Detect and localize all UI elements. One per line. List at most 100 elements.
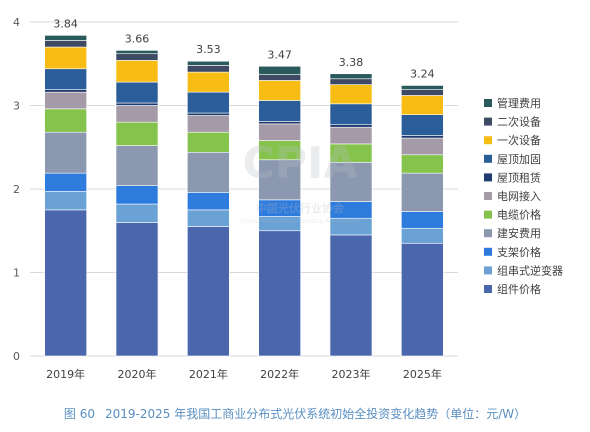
total-label: 3.66 bbox=[125, 32, 150, 45]
legend-swatch bbox=[484, 266, 492, 275]
bar-segment bbox=[115, 185, 159, 205]
bar-segment bbox=[44, 191, 87, 211]
bar-segment bbox=[258, 159, 301, 201]
bar-segment bbox=[187, 60, 230, 66]
bar-segment bbox=[401, 211, 444, 229]
bar-segment bbox=[187, 131, 230, 153]
bar-segment bbox=[401, 95, 444, 115]
x-tick-label: 2019年 bbox=[46, 367, 85, 381]
bar-segment bbox=[187, 112, 230, 116]
bar-segment bbox=[187, 115, 230, 133]
bar-segment bbox=[401, 85, 444, 90]
bar-segment bbox=[115, 145, 159, 186]
x-tick-label: 2023年 bbox=[332, 367, 371, 381]
bar-segment bbox=[115, 53, 159, 61]
total-label: 3.84 bbox=[53, 17, 78, 30]
legend-label: 组件价格 bbox=[497, 282, 541, 296]
bar-segment bbox=[115, 222, 159, 357]
bar-segment bbox=[401, 89, 444, 96]
legend-swatch bbox=[484, 154, 492, 163]
x-tick-label: 2020年 bbox=[118, 367, 157, 381]
bar-segment bbox=[44, 68, 87, 90]
bar-segment bbox=[44, 40, 87, 48]
legend-label: 屋顶加固 bbox=[497, 153, 541, 166]
bar-segment bbox=[44, 209, 87, 357]
bar-segment bbox=[401, 137, 444, 156]
legend-swatch bbox=[484, 192, 492, 200]
watermark-cn: 中国光伏行业协会 bbox=[256, 201, 345, 215]
legend-label: 电缆价格 bbox=[497, 208, 541, 222]
legend-label: 二次设备 bbox=[497, 115, 541, 129]
bar-segment bbox=[115, 121, 159, 146]
legend-swatch bbox=[484, 210, 492, 219]
bar-segment bbox=[401, 135, 444, 139]
bar-segment bbox=[401, 227, 444, 244]
bar-segment bbox=[187, 71, 230, 93]
bar-segment bbox=[258, 230, 301, 357]
y-tick-label: 0 bbox=[13, 350, 20, 363]
total-label: 3.38 bbox=[339, 56, 364, 69]
bar-segment bbox=[115, 60, 159, 83]
bar-segment bbox=[44, 131, 87, 174]
bar-segment bbox=[329, 73, 373, 80]
total-labels: 3.84 3.66 3.53 3.47 3.38 3.24 bbox=[53, 17, 434, 80]
bar-segment bbox=[258, 65, 301, 75]
stacked-bar-chart: 0 1 2 3 4 3.84 3.66 3.53 3.47 3.38 3.24 2019年 2020… bbox=[13, 16, 563, 381]
legend-swatch bbox=[484, 247, 492, 256]
cpia-watermark: CPIA 中国光伏行业协会 China Photovoltaic Industr… bbox=[241, 138, 360, 225]
bar-segment bbox=[44, 89, 87, 93]
bar-segment bbox=[187, 91, 230, 114]
bar-segment bbox=[187, 209, 230, 227]
figure-label: 图 60 bbox=[63, 407, 95, 421]
legend-swatch bbox=[484, 173, 492, 182]
bar-segment bbox=[258, 121, 301, 125]
legend-label: 一次设备 bbox=[497, 133, 541, 147]
gridlines bbox=[30, 21, 458, 357]
figure-caption: 图 60 2019-2025 年我国工商业分布式光伏系统初始全投资变化趋势（单位：… bbox=[0, 405, 590, 422]
x-tick-label: 2025年 bbox=[403, 367, 442, 381]
bar-segment bbox=[329, 78, 373, 85]
bar-segment bbox=[329, 234, 373, 357]
bar-segment bbox=[258, 74, 301, 81]
bar-segment bbox=[401, 154, 444, 174]
bar-segment bbox=[115, 102, 159, 106]
bar-segment bbox=[401, 242, 444, 357]
bar-segment bbox=[115, 81, 159, 104]
bar-segment bbox=[44, 46, 87, 70]
x-tick-label: 2022年 bbox=[260, 367, 299, 381]
y-tick-label: 2 bbox=[13, 183, 20, 196]
bar-segment bbox=[187, 65, 230, 73]
bar-segment bbox=[329, 103, 373, 126]
bar-segment bbox=[329, 161, 373, 202]
watermark-en: China Photovoltaic Industry Association bbox=[241, 218, 360, 225]
bar-segment bbox=[329, 84, 373, 105]
bar-segment bbox=[401, 114, 444, 136]
legend-swatch bbox=[484, 99, 492, 107]
legend-label: 屋顶租赁 bbox=[497, 170, 541, 184]
legend-swatch bbox=[484, 229, 492, 238]
bar-segment bbox=[115, 203, 159, 223]
bar-segment bbox=[258, 100, 301, 122]
bar-segment bbox=[115, 50, 159, 55]
total-label: 3.24 bbox=[410, 67, 435, 80]
y-tick-label: 1 bbox=[13, 267, 20, 280]
legend-label: 支架价格 bbox=[497, 245, 541, 259]
bar-segment bbox=[187, 151, 230, 193]
bar-segment bbox=[44, 91, 87, 110]
y-tick-label: 4 bbox=[13, 16, 20, 29]
bar-segment bbox=[44, 35, 87, 41]
x-axis: 2019年 2020年 2021年 2022年 2023年 2025年 bbox=[46, 367, 442, 381]
watermark-logo: CPIA bbox=[243, 138, 358, 189]
bar-segment bbox=[329, 124, 373, 128]
legend-swatch bbox=[484, 117, 492, 126]
bar-segment bbox=[44, 108, 87, 133]
legend: 管理费用二次设备一次设备屋顶加固屋顶租赁电网接入电缆价格建安费用支架价格组串式逆… bbox=[484, 96, 563, 296]
bar-segment bbox=[115, 105, 159, 123]
y-tick-label: 3 bbox=[13, 100, 20, 113]
figure-caption-text: 2019-2025 年我国工商业分布式光伏系统初始全投资变化趋势（单位：元/W） bbox=[104, 407, 527, 421]
legend-label: 建安费用 bbox=[497, 226, 541, 240]
y-axis: 0 1 2 3 4 bbox=[13, 16, 20, 363]
legend-label: 电网接入 bbox=[497, 190, 541, 203]
legend-label: 组串式逆变器 bbox=[497, 263, 563, 277]
x-tick-label: 2021年 bbox=[189, 367, 228, 381]
